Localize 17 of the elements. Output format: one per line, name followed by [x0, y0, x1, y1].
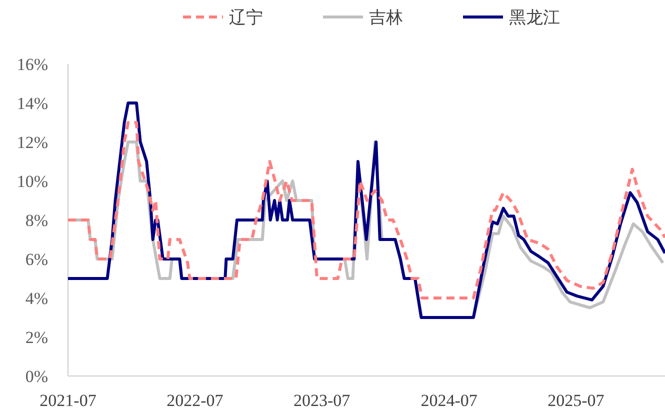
- x-tick-label: 2023-07: [293, 391, 351, 410]
- legend-label: 辽宁: [229, 8, 263, 27]
- legend-label: 吉林: [369, 8, 403, 27]
- y-tick-label: 16%: [16, 55, 48, 74]
- x-tick-label: 2021-07: [40, 391, 97, 410]
- y-tick-label: 0%: [25, 367, 48, 386]
- y-tick-label: 6%: [25, 250, 48, 269]
- y-tick-label: 12%: [16, 133, 48, 152]
- y-tick-label: 10%: [16, 172, 48, 191]
- y-tick-label: 2%: [25, 328, 48, 347]
- x-tick-label: 2024-07: [420, 391, 478, 410]
- x-tick-label: 2025-07: [548, 391, 605, 410]
- y-tick-label: 14%: [16, 94, 48, 113]
- x-tick-label: 2022-07: [166, 391, 224, 410]
- y-tick-label: 8%: [25, 211, 48, 230]
- legend-label: 黑龙江: [509, 8, 560, 27]
- y-tick-label: 4%: [25, 289, 48, 308]
